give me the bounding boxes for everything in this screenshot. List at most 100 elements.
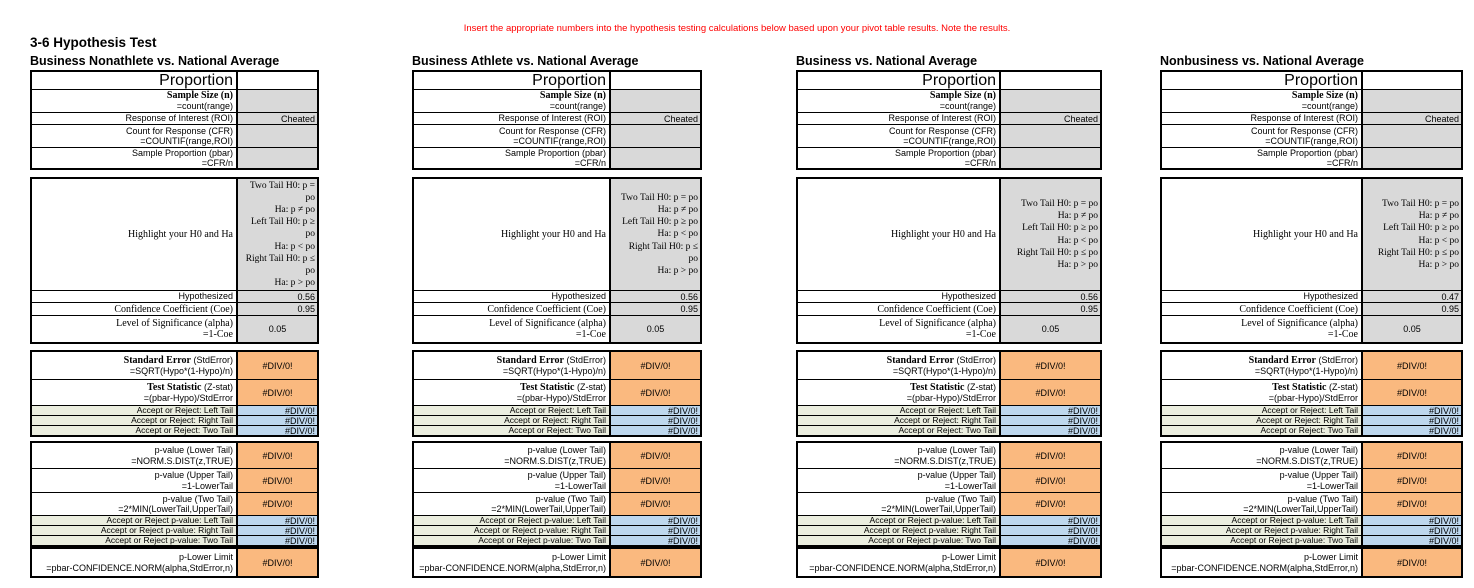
roi-value-cell[interactable]: Cheated — [999, 113, 1100, 124]
h0-ha-options-cell[interactable]: Two Tail H0: p = po Ha: p ≠ po Left Tail H… — [609, 179, 700, 290]
accept-two-tail-value-cell[interactable]: #DIV/0! — [609, 426, 700, 436]
zstat-value-cell[interactable]: #DIV/0! — [999, 380, 1100, 405]
roi-value-cell[interactable]: Cheated — [609, 113, 700, 124]
zstat-value-cell[interactable]: #DIV/0! — [236, 380, 317, 405]
p-lower-limit-value-cell[interactable]: #DIV/0! — [1361, 549, 1461, 576]
p-value-two-value-cell[interactable]: #DIV/0! — [1361, 493, 1461, 515]
sample-size-value-cell[interactable] — [609, 90, 700, 112]
accept-pvalue-left-tail-value-cell[interactable]: #DIV/0! — [999, 516, 1100, 526]
hypothesized-value-cell[interactable]: 0.56 — [999, 291, 1100, 302]
accept-pvalue-right-tail-value-cell[interactable]: #DIV/0! — [1361, 526, 1461, 536]
accept-two-tail-value-cell[interactable]: #DIV/0! — [236, 426, 317, 436]
p-lower-limit-value-cell[interactable]: #DIV/0! — [609, 549, 700, 576]
p-value-lower-value-cell[interactable]: #DIV/0! — [999, 443, 1100, 468]
accept-pvalue-right-tail-value-cell[interactable]: #DIV/0! — [999, 526, 1100, 536]
page-title: 3-6 Hypothesis Test — [30, 35, 157, 50]
accept-pvalue-two-tail-value-cell[interactable]: #DIV/0! — [1361, 536, 1461, 546]
p-value-upper-value-cell[interactable]: #DIV/0! — [1361, 469, 1461, 492]
accept-pvalue-two-tail-value-cell[interactable]: #DIV/0! — [609, 536, 700, 546]
hypothesized-value-cell[interactable]: 0.56 — [609, 291, 700, 302]
stderror-value-cell[interactable]: #DIV/0! — [609, 352, 700, 379]
cell-value-text: #DIV/0! — [640, 475, 671, 486]
sample-size-value-cell[interactable] — [1361, 90, 1461, 112]
accept-pvalue-two-tail-label: Accept or Reject p-value: Two Tail — [1162, 536, 1361, 545]
accept-pvalue-two-tail-value-cell[interactable]: #DIV/0! — [999, 536, 1100, 546]
cell-value-text: #DIV/0! — [667, 415, 698, 426]
proportion-header-value-cell[interactable] — [609, 72, 700, 89]
accept-left-tail-value-cell[interactable]: #DIV/0! — [609, 406, 700, 416]
accept-left-tail-value-cell[interactable]: #DIV/0! — [999, 406, 1100, 416]
row-label-text: =NORM.S.DIST(z,TRUE) — [131, 455, 233, 466]
confidence-value-cell[interactable]: 0.95 — [1361, 303, 1461, 315]
p-value-two-value-cell[interactable]: #DIV/0! — [236, 493, 317, 515]
zstat-value-cell[interactable]: #DIV/0! — [1361, 380, 1461, 405]
accept-left-tail-value-cell[interactable]: #DIV/0! — [236, 406, 317, 416]
accept-right-tail-value-cell[interactable]: #DIV/0! — [1361, 416, 1461, 426]
row-label-text: =1-Coe — [575, 329, 606, 340]
cfr-value-cell[interactable] — [999, 125, 1100, 147]
accept-pvalue-left-tail-value-cell[interactable]: #DIV/0! — [1361, 516, 1461, 526]
row-label-formula: =SQRT(Hypo*(1-Hypo)/n) — [502, 365, 606, 376]
p-value-lower-value-cell[interactable]: #DIV/0! — [236, 443, 317, 468]
alpha-value-cell[interactable]: 0.05 — [1361, 316, 1461, 342]
p-lower-limit-value-cell[interactable]: #DIV/0! — [999, 549, 1100, 576]
p-value-lower-value-cell[interactable]: #DIV/0! — [1361, 443, 1461, 468]
accept-two-tail-value-cell[interactable]: #DIV/0! — [1361, 426, 1461, 436]
accept-left-tail-row: Accept or Reject: Left Tail #DIV/0! — [798, 405, 1100, 416]
sample-size-value-cell[interactable] — [236, 90, 317, 112]
alpha-value-cell[interactable]: 0.05 — [236, 316, 317, 342]
h0-ha-options-cell[interactable]: Two Tail H0: p = po Ha: p ≠ po Left Tail H… — [1361, 179, 1461, 290]
p-value-upper-value-cell[interactable]: #DIV/0! — [236, 469, 317, 492]
alpha-value-cell[interactable]: 0.05 — [609, 316, 700, 342]
row-label-text: Accept or Reject: Two Tail — [508, 425, 606, 435]
pbar-value-cell[interactable] — [609, 148, 700, 168]
h0-ha-options-cell[interactable]: Two Tail H0: p = po Ha: p ≠ po Left Tail H… — [999, 179, 1100, 290]
p-value-upper-value-cell[interactable]: #DIV/0! — [999, 469, 1100, 492]
pbar-value-cell[interactable] — [236, 148, 317, 168]
cell-value-text: #DIV/0! — [1035, 387, 1066, 398]
h0-ha-options-cell[interactable]: Two Tail H0: p = po Ha: p ≠ po Left Tail H0… — [236, 179, 317, 290]
p-value-lower-value-cell[interactable]: #DIV/0! — [609, 443, 700, 468]
cfr-value-cell[interactable] — [1361, 125, 1461, 147]
accept-pvalue-right-tail-value-cell[interactable]: #DIV/0! — [236, 526, 317, 536]
cfr-value-cell[interactable] — [236, 125, 317, 147]
p-value-upper-value-cell[interactable]: #DIV/0! — [609, 469, 700, 492]
p-lower-limit-value-cell[interactable]: #DIV/0! — [236, 549, 317, 576]
confidence-value-cell[interactable]: 0.95 — [236, 303, 317, 315]
accept-two-tail-value-cell[interactable]: #DIV/0! — [999, 426, 1100, 436]
hypothesized-value-cell[interactable]: 0.47 — [1361, 291, 1461, 302]
stderror-value-cell[interactable]: #DIV/0! — [999, 352, 1100, 379]
proportion-header-value-cell[interactable] — [999, 72, 1100, 89]
accept-pvalue-right-tail-value-cell[interactable]: #DIV/0! — [609, 526, 700, 536]
p-value-two-value-cell[interactable]: #DIV/0! — [609, 493, 700, 515]
accept-left-tail-value-cell[interactable]: #DIV/0! — [1361, 406, 1461, 416]
accept-pvalue-two-tail-value-cell[interactable]: #DIV/0! — [236, 536, 317, 546]
p-value-two-value-cell[interactable]: #DIV/0! — [999, 493, 1100, 515]
roi-value-cell[interactable]: Cheated — [236, 113, 317, 124]
alpha-value-cell[interactable]: 0.05 — [999, 316, 1100, 342]
stderror-value-cell[interactable]: #DIV/0! — [1361, 352, 1461, 379]
cfr-value-cell[interactable] — [609, 125, 700, 147]
sample-size-value-cell[interactable] — [999, 90, 1100, 112]
proportion-header-value-cell[interactable] — [236, 72, 317, 89]
sample-size-row: Sample Size (n) =count(range) — [414, 89, 700, 112]
proportion-header-value-cell[interactable] — [1361, 72, 1461, 89]
accept-pvalue-two-tail-label: Accept or Reject p-value: Two Tail — [798, 536, 999, 545]
accept-pvalue-left-tail-value-cell[interactable]: #DIV/0! — [609, 516, 700, 526]
pbar-value-cell[interactable] — [999, 148, 1100, 168]
stderror-value-cell[interactable]: #DIV/0! — [236, 352, 317, 379]
roi-value-cell[interactable]: Cheated — [1361, 113, 1461, 124]
accept-right-tail-label: Accept or Reject: Right Tail — [32, 416, 236, 425]
zstat-value-cell[interactable]: #DIV/0! — [609, 380, 700, 405]
alpha-label: Level of Significance (alpha) =1-Coe — [414, 316, 609, 342]
accept-right-tail-value-cell[interactable]: #DIV/0! — [236, 416, 317, 426]
hypothesized-value-cell[interactable]: 0.56 — [236, 291, 317, 302]
pbar-value-cell[interactable] — [1361, 148, 1461, 168]
confidence-value-cell[interactable]: 0.95 — [609, 303, 700, 315]
confidence-value-cell[interactable]: 0.95 — [999, 303, 1100, 315]
accept-right-tail-value-cell[interactable]: #DIV/0! — [609, 415, 700, 426]
accept-pvalue-left-tail-value-cell[interactable]: #DIV/0! — [236, 516, 317, 526]
accept-right-tail-value-cell[interactable]: #DIV/0! — [999, 416, 1100, 426]
row-label-text: Highlight your H0 and Ha — [128, 229, 233, 240]
cell-value-text: 0.95 — [680, 304, 698, 314]
